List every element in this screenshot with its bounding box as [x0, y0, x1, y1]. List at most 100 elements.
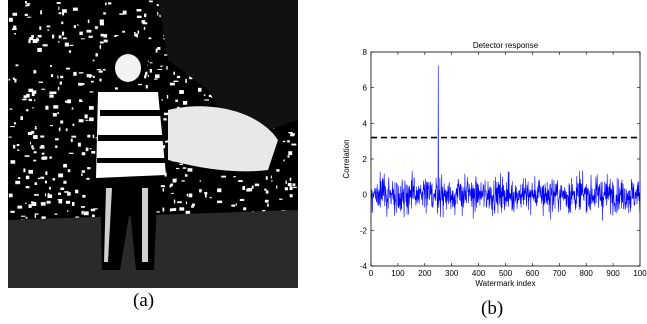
photo-speck: [59, 81, 62, 85]
photo-speck: [188, 193, 193, 198]
photo-speck: [63, 37, 67, 40]
photo-speck: [81, 206, 85, 208]
photo-speck: [289, 186, 293, 191]
photo-speck: [157, 47, 161, 50]
photo-speck: [288, 132, 293, 134]
photo-speck: [292, 183, 296, 186]
photo-speck: [22, 98, 27, 101]
photo-speck: [71, 107, 74, 110]
x-tick-label: 700: [553, 269, 567, 278]
photo-speck: [52, 34, 55, 39]
photo-speck: [26, 93, 30, 98]
x-axis-label: Watermark index: [475, 279, 535, 288]
photo-speck: [99, 41, 104, 44]
photo-speck: [91, 75, 93, 77]
photo-speck: [24, 13, 28, 16]
photo-speck: [176, 167, 180, 170]
photo-speck: [163, 35, 165, 37]
photo-speck: [27, 16, 32, 18]
photo-speck: [31, 34, 34, 39]
photo-speck: [67, 192, 71, 196]
photo-speck: [40, 10, 42, 15]
photo-speck: [90, 208, 96, 212]
photo-speck: [58, 41, 60, 43]
photo-speck: [28, 98, 32, 102]
photo-speck: [70, 138, 73, 142]
photo-speck: [61, 21, 64, 25]
photo-speck: [8, 78, 11, 81]
photo-speck: [49, 91, 54, 95]
photo-speck: [114, 35, 119, 38]
photo-speck: [287, 155, 290, 158]
photo-speck: [169, 82, 175, 86]
photo-speck: [33, 70, 37, 74]
photo-speck: [16, 144, 20, 147]
photo-speck: [79, 100, 83, 102]
photo-speck: [166, 95, 169, 99]
photo-speck: [68, 152, 74, 154]
photo-speck: [27, 131, 33, 135]
photo-speck: [58, 12, 62, 15]
photo-speck: [78, 82, 83, 86]
photo-speck: [73, 71, 77, 76]
photo-speck: [28, 169, 33, 174]
white-bush: [168, 106, 278, 172]
x-tick-label: 800: [580, 269, 594, 278]
photo-speck: [119, 13, 124, 15]
y-tick-label: 6: [363, 84, 368, 93]
photo-speck: [289, 194, 293, 198]
photo-speck: [26, 109, 29, 112]
y-tick-label: 4: [363, 119, 368, 128]
photo-speck: [39, 26, 42, 30]
photo-speck: [36, 37, 38, 40]
y-tick-label: -4: [360, 262, 368, 271]
photo-speck: [60, 187, 65, 190]
photo-speck: [105, 2, 107, 6]
photo-speck: [251, 185, 254, 189]
photo-speck: [62, 9, 67, 13]
photo-speck: [92, 214, 95, 218]
photo-speck: [25, 4, 30, 7]
photo-speck: [293, 186, 297, 189]
photo-speck: [18, 177, 21, 179]
photo-speck: [176, 75, 181, 79]
photo-speck: [103, 34, 108, 38]
photo-speck: [115, 87, 118, 90]
photo-speck: [102, 69, 108, 71]
photo-speck: [83, 83, 85, 86]
photo-speck: [290, 134, 295, 137]
photo-speck: [154, 78, 158, 80]
photo-speck: [36, 38, 40, 42]
photo-speck: [51, 74, 54, 77]
photo-speck: [24, 155, 30, 157]
photo-speck: [23, 168, 26, 173]
photo-speck: [100, 33, 104, 37]
photo-speck: [42, 44, 48, 47]
photo-speck: [108, 2, 112, 5]
photo-speck: [72, 202, 75, 206]
photo-speck: [57, 86, 60, 91]
photo-speck: [31, 92, 35, 96]
photo-speck: [17, 205, 23, 209]
photo-speck: [77, 142, 81, 147]
x-tick-label: 900: [606, 269, 620, 278]
photo-speck: [31, 202, 37, 206]
photo-speck: [84, 114, 88, 119]
photo-speck: [67, 210, 69, 212]
photo-speck: [34, 182, 38, 185]
photo-speck: [147, 75, 149, 78]
photo-speck: [47, 193, 50, 197]
photo-speck: [141, 20, 146, 24]
photo-speck: [31, 145, 34, 149]
photo-speck: [47, 29, 50, 31]
photo-panel: [8, 0, 298, 288]
photo-speck: [270, 175, 272, 179]
photo-speck: [173, 71, 175, 75]
plot-frame: [370, 51, 641, 267]
photo-speck: [46, 200, 51, 204]
response-series-line: [370, 65, 641, 221]
tree-foliage: [158, 0, 298, 140]
photo-speck: [91, 151, 96, 154]
photo-speck: [34, 127, 37, 130]
photo-speck: [87, 19, 90, 24]
